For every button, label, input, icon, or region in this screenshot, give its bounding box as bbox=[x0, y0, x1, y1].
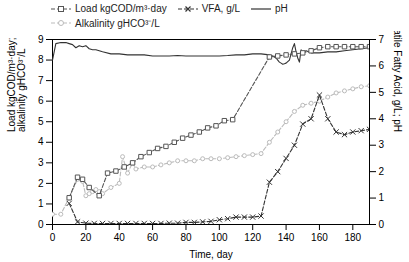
html-text:VFA, g/L: VFA, g/L bbox=[201, 3, 241, 14]
svg-text:180: 180 bbox=[344, 232, 361, 243]
svg-text:40: 40 bbox=[114, 232, 126, 243]
svg-text:120: 120 bbox=[244, 232, 261, 243]
svg-text:5: 5 bbox=[38, 116, 44, 127]
svg-text:Time, day: Time, day bbox=[189, 249, 233, 260]
svg-text:7: 7 bbox=[38, 75, 44, 86]
svg-text:0: 0 bbox=[50, 232, 56, 243]
svg-text:3: 3 bbox=[38, 157, 44, 168]
svg-text:20: 20 bbox=[80, 232, 92, 243]
html-text:Alkalinity gHCO³⁻/L: Alkalinity gHCO³⁻/L bbox=[75, 18, 160, 29]
svg-text:2: 2 bbox=[38, 178, 44, 189]
html-text:Load kgCOD/m³·day: Load kgCOD/m³·day bbox=[75, 3, 167, 14]
svg-text:80: 80 bbox=[180, 232, 192, 243]
svg-text:160: 160 bbox=[311, 232, 328, 243]
html-text:pH: pH bbox=[275, 3, 288, 14]
svg-text:Load kgCOD/m³·day;alkalinity g: Load kgCOD/m³·day;alkalinity gHCO³⁻/L bbox=[6, 38, 27, 132]
svg-text:4: 4 bbox=[38, 136, 44, 147]
svg-text:140: 140 bbox=[278, 232, 295, 243]
svg-text:Volatile Fatty Acid, g/L; pH: Volatile Fatty Acid, g/L; pH bbox=[392, 31, 403, 132]
svg-text:100: 100 bbox=[211, 232, 228, 243]
svg-text:6: 6 bbox=[38, 95, 44, 106]
svg-text:0: 0 bbox=[379, 219, 385, 230]
svg-text:5: 5 bbox=[379, 87, 385, 98]
svg-text:9: 9 bbox=[38, 34, 44, 45]
svg-text:60: 60 bbox=[147, 232, 159, 243]
svg-text:1: 1 bbox=[379, 192, 385, 203]
svg-text:2: 2 bbox=[379, 166, 385, 177]
svg-text:7: 7 bbox=[379, 34, 385, 45]
svg-text:6: 6 bbox=[379, 60, 385, 71]
svg-text:8: 8 bbox=[38, 54, 44, 65]
svg-text:0: 0 bbox=[38, 219, 44, 230]
svg-text:4: 4 bbox=[379, 113, 385, 124]
svg-text:3: 3 bbox=[379, 139, 385, 150]
svg-text:1: 1 bbox=[38, 198, 44, 209]
